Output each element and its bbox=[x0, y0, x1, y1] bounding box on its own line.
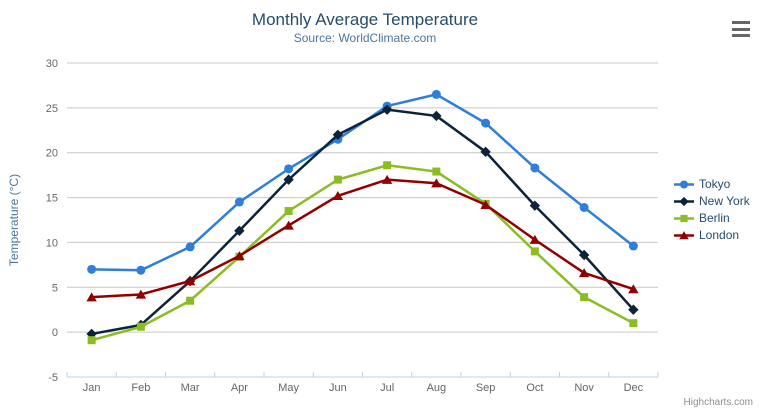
series-new-york[interactable] bbox=[86, 104, 639, 340]
y-axis-label: 10 bbox=[46, 237, 58, 249]
data-point-london bbox=[529, 234, 541, 244]
data-point-berlin bbox=[629, 319, 638, 328]
y-axis-label: 5 bbox=[52, 282, 58, 294]
data-point-new-york bbox=[234, 225, 245, 236]
y-axis-label: 20 bbox=[46, 148, 58, 160]
data-point-berlin bbox=[580, 293, 589, 302]
gridlines bbox=[67, 62, 658, 333]
data-point-berlin bbox=[284, 207, 293, 216]
x-axis-label: Mar bbox=[181, 382, 200, 394]
series-line-berlin bbox=[90, 164, 635, 342]
x-axis-label: Apr bbox=[231, 382, 248, 394]
legend-label: New York bbox=[699, 194, 750, 208]
x-axis-label: Jul bbox=[380, 382, 394, 394]
data-point-london bbox=[135, 289, 147, 299]
data-point-new-york bbox=[628, 304, 639, 315]
series-line-london bbox=[90, 178, 635, 299]
x-axis-label: May bbox=[278, 382, 299, 394]
x-axis-label: Jan bbox=[83, 382, 101, 394]
data-point-tokyo bbox=[431, 89, 441, 99]
x-axis-label: Oct bbox=[526, 382, 543, 394]
data-point-london bbox=[86, 292, 97, 302]
data-point-tokyo bbox=[481, 118, 491, 128]
data-point-london bbox=[184, 276, 196, 286]
data-point-new-york bbox=[332, 129, 344, 140]
square-legend-icon bbox=[674, 214, 694, 223]
data-point-london bbox=[431, 178, 442, 188]
data-point-london bbox=[480, 199, 491, 209]
data-point-london bbox=[578, 268, 590, 278]
x-axis-label: Jun bbox=[329, 382, 347, 394]
legend-label: Berlin bbox=[699, 211, 730, 225]
credits-link[interactable]: Highcharts.com bbox=[683, 397, 753, 408]
data-point-tokyo bbox=[234, 197, 244, 207]
data-point-tokyo bbox=[185, 242, 195, 252]
y-axis-title: Temperature (°C) bbox=[7, 174, 21, 266]
data-point-new-york bbox=[578, 249, 590, 261]
hamburger-icon bbox=[732, 21, 750, 24]
x-axis-label: Sep bbox=[476, 382, 496, 394]
data-point-berlin bbox=[87, 336, 96, 345]
data-point-tokyo bbox=[87, 264, 97, 274]
legend: Tokyo New York Berlin London bbox=[673, 176, 750, 244]
data-point-new-york bbox=[431, 110, 442, 122]
x-axis-label: Feb bbox=[131, 382, 150, 394]
data-point-berlin bbox=[432, 167, 441, 176]
series-tokyo[interactable] bbox=[87, 89, 638, 275]
data-point-new-york bbox=[283, 174, 294, 185]
data-point-london bbox=[628, 284, 639, 294]
y-axis-label: 25 bbox=[46, 103, 58, 115]
x-axis-label: Aug bbox=[427, 382, 447, 394]
legend-item-berlin[interactable]: Berlin bbox=[673, 210, 750, 227]
x-axis: Jan Feb Mar Apr May Jun Jul Aug Sep Oct Nov Dec bbox=[66, 372, 659, 394]
data-point-berlin bbox=[136, 322, 145, 331]
context-menu-button[interactable] bbox=[732, 21, 750, 37]
diamond-legend-icon bbox=[674, 196, 694, 207]
data-point-berlin bbox=[530, 247, 539, 256]
legend-item-london[interactable]: London bbox=[673, 227, 750, 244]
data-point-london bbox=[283, 220, 294, 230]
y-axis-label: 0 bbox=[52, 327, 58, 339]
chart-title: Monthly Average Temperature bbox=[251, 10, 479, 29]
chart-subtitle: Source: WorldClimate.com bbox=[293, 31, 437, 45]
data-point-tokyo bbox=[628, 241, 638, 251]
data-point-berlin bbox=[186, 296, 195, 305]
data-point-tokyo bbox=[530, 163, 540, 173]
data-point-berlin bbox=[383, 161, 392, 170]
data-point-berlin bbox=[333, 175, 342, 184]
data-point-london bbox=[381, 174, 393, 184]
triangle-legend-icon bbox=[674, 231, 694, 240]
series-line-tokyo bbox=[90, 93, 635, 272]
legend-label: Tokyo bbox=[699, 177, 731, 191]
data-point-london bbox=[332, 190, 344, 200]
series-london[interactable] bbox=[86, 174, 639, 302]
y-axis-label: 30 bbox=[46, 58, 58, 70]
data-point-tokyo bbox=[136, 265, 146, 275]
y-axis-labels: 30 25 20 15 10 5 0 -5 bbox=[46, 58, 58, 384]
x-axis-label: Nov bbox=[574, 382, 594, 394]
x-axis-label: Dec bbox=[624, 382, 644, 394]
y-axis-label: -5 bbox=[48, 372, 58, 384]
legend-item-tokyo[interactable]: Tokyo bbox=[673, 176, 750, 193]
data-point-tokyo bbox=[284, 164, 294, 174]
circle-legend-icon bbox=[674, 180, 694, 189]
legend-label: London bbox=[699, 228, 740, 242]
data-point-new-york bbox=[529, 200, 541, 211]
data-point-new-york bbox=[381, 104, 393, 115]
data-point-london bbox=[234, 251, 245, 261]
y-axis-label: 15 bbox=[46, 193, 58, 205]
data-point-new-york bbox=[480, 146, 491, 158]
series-line-new-york bbox=[90, 108, 635, 336]
data-point-tokyo bbox=[579, 202, 589, 212]
legend-item-new-york[interactable]: New York bbox=[673, 193, 750, 210]
